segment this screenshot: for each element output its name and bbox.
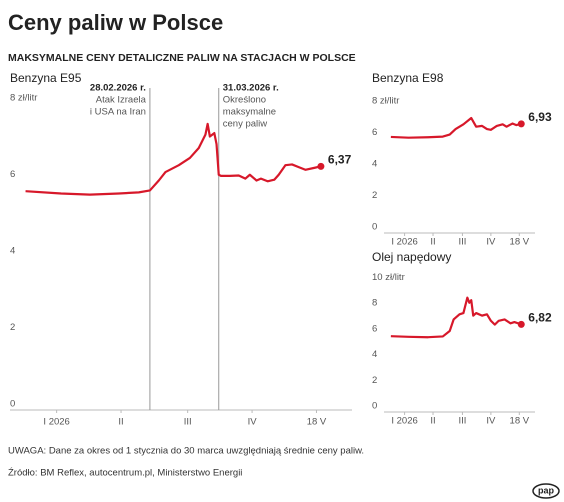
y-tick-label: 4 [372,349,377,360]
event-text: i USA na Iran [90,107,146,118]
source: Źródło: BM Reflex, autocentrum.pl, Minis… [8,468,242,479]
x-tick-label: II [118,417,123,428]
y-tick-label: 0 [372,222,377,233]
end-label: 6,93 [528,110,552,124]
x-tick-label: 18 V [307,417,327,428]
price-line [25,122,322,196]
y-tick-label: 4 [372,159,377,170]
event-date: 31.03.2026 r. [223,83,279,94]
end-point [517,320,525,328]
y-tick-label: 8 zł/litr [372,96,399,107]
x-tick-label: 18 V [510,416,530,427]
x-tick-label: II [430,416,435,427]
logo-badge [532,483,560,499]
panel-title: Benzyna E95 [10,71,82,85]
price-line [390,116,522,139]
y-tick-label: 2 [372,190,377,201]
logo: pap [538,485,555,495]
panel-title: Olej napędowy [372,250,451,264]
page-title: Ceny paliw w Polsce [8,10,223,35]
x-tick-label: IV [248,417,258,428]
y-tick-label: 2 [10,322,15,333]
y-tick-label: 6 [372,323,377,334]
y-tick-label: 10 zł/litr [372,272,405,283]
y-tick-label: 4 [10,246,15,257]
x-tick-label: IV [486,237,496,248]
x-tick-label: III [458,416,466,427]
event-text: Określono [223,95,266,106]
end-label: 6,37 [328,153,352,167]
end-point [517,120,525,128]
x-tick-label: II [430,237,435,248]
footnote: UWAGA: Dane za okres od 1 stycznia do 30… [8,446,364,457]
x-tick-label: I 2026 [391,416,417,427]
panel-title: Benzyna E98 [372,71,444,85]
x-tick-label: III [458,237,466,248]
y-tick-label: 0 [10,399,15,410]
event-text: ceny paliw [223,119,267,130]
y-tick-label: 2 [372,375,377,386]
price-line [390,296,522,339]
y-tick-label: 8 [372,298,377,309]
end-label: 6,82 [528,311,552,325]
end-point [317,162,325,170]
y-tick-label: 6 [10,169,15,180]
x-tick-label: I 2026 [391,237,417,248]
y-tick-label: 0 [372,401,377,412]
x-tick-label: 18 V [510,237,530,248]
y-tick-label: 6 [372,127,377,138]
subtitle: MAKSYMALNE CENY DETALICZNE PALIW NA STAC… [8,52,356,64]
x-tick-label: IV [486,416,496,427]
x-tick-label: I 2026 [43,417,69,428]
x-tick-label: III [184,417,192,428]
event-text: maksymalne [223,107,276,118]
event-text: Atak Izraela [96,95,147,106]
event-date: 28.02.2026 r. [90,83,146,94]
y-tick-label: 8 zł/litr [10,93,37,104]
